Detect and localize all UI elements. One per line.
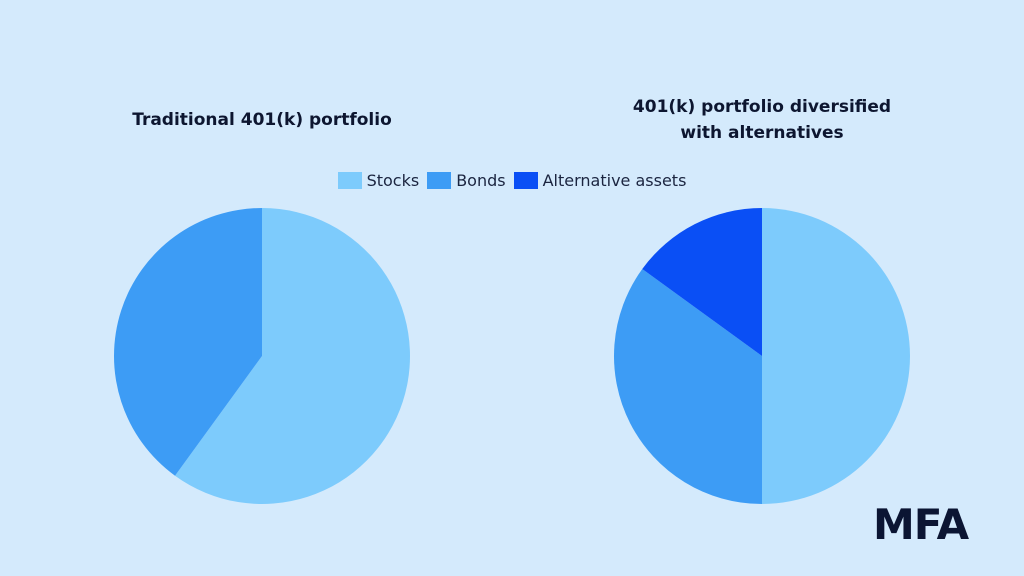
legend-item: Stocks [337, 171, 420, 190]
legend-swatch [513, 172, 538, 189]
legend-label: Stocks [366, 171, 420, 190]
logo: MFA [873, 500, 969, 549]
chart-title: 401(k) portfolio diversified with altern… [632, 97, 892, 143]
pie-slice [175, 208, 411, 504]
legend-item: Alternative assets [513, 171, 687, 190]
legend-swatch [427, 172, 452, 189]
legend-swatch [337, 172, 362, 189]
legend-label: Bonds [456, 171, 506, 190]
legend-label: Alternative assets [542, 171, 687, 190]
chart-title: Traditional 401(k) portfolio [132, 110, 392, 130]
legend-item: Bonds [427, 171, 506, 190]
pie-slice [762, 208, 910, 504]
pie-slice [614, 269, 762, 504]
legend: Stocks Bonds Alternative assets [0, 171, 1024, 190]
pie-slice [642, 208, 762, 356]
pie-slice [114, 208, 262, 476]
